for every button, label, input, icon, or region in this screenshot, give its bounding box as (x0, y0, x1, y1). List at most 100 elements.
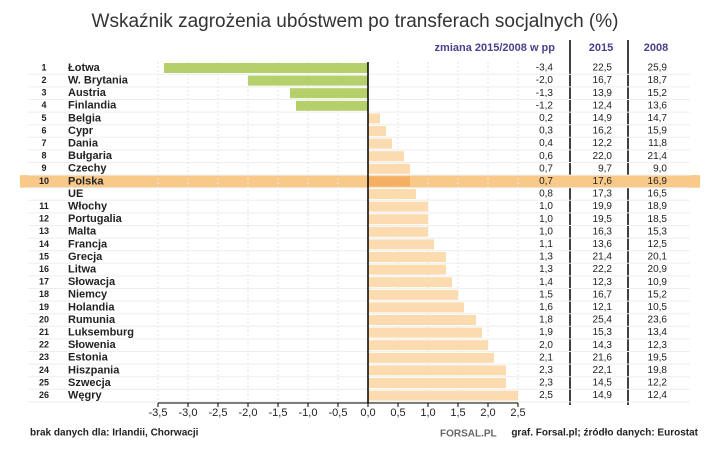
bar (368, 176, 410, 187)
cell-2008: 25,9 (648, 63, 668, 74)
x-tick-label: -0,5 (329, 407, 348, 419)
cell-2008: 10,5 (648, 302, 668, 313)
rank: 2 (41, 75, 46, 85)
country: Rumunia (68, 314, 116, 326)
country: Szwecja (68, 377, 112, 389)
cell-2008: 18,5 (648, 214, 668, 225)
rank: 19 (39, 302, 49, 312)
cell-2015: 12,2 (593, 138, 613, 149)
bar (368, 289, 458, 300)
x-tick-label: 0,0 (360, 407, 375, 419)
country: Hiszpania (68, 364, 120, 376)
value-label: 1,6 (539, 302, 553, 313)
cell-2008: 20,1 (648, 252, 668, 263)
value-label: 1,0 (539, 226, 553, 237)
value-label: 2,3 (539, 378, 553, 389)
cell-2015: 22,2 (593, 264, 613, 275)
cell-2015: 17,3 (593, 189, 613, 200)
rank: 11 (39, 201, 49, 211)
cell-2015: 12,1 (593, 302, 613, 313)
bar (290, 88, 368, 99)
cell-2008: 19,8 (648, 365, 668, 376)
country: UE (68, 188, 83, 200)
rank: 21 (39, 327, 49, 337)
value-label: 1,0 (539, 214, 553, 225)
cell-2008: 13,6 (648, 100, 668, 111)
col-header: 2008 (644, 42, 668, 54)
cell-2008: 18,9 (648, 201, 668, 212)
rank: 13 (39, 226, 49, 236)
rank: 6 (41, 125, 46, 135)
rank: 18 (39, 289, 49, 299)
value-label: 1,3 (539, 264, 553, 275)
cell-2015: 16,7 (593, 75, 613, 86)
bar (368, 214, 428, 225)
cell-2015: 13,9 (593, 88, 613, 99)
chart-title: Wskaźnik zagrożenia ubóstwem po transfer… (92, 11, 619, 32)
cell-2008: 15,2 (648, 88, 668, 99)
country: Włochy (68, 201, 108, 213)
rank: 7 (41, 138, 46, 148)
x-tick-label: -1,0 (299, 407, 318, 419)
bar (368, 189, 416, 199)
cell-2015: 21,6 (593, 352, 613, 363)
rank: 5 (41, 113, 46, 123)
rank: 12 (39, 214, 49, 224)
bar (368, 315, 476, 325)
country: Bułgaria (68, 150, 113, 162)
cell-2008: 16,9 (648, 176, 668, 187)
rank: 3 (41, 88, 46, 98)
bar (368, 277, 452, 288)
cell-2015: 16,7 (593, 289, 613, 300)
cell-2008: 14,7 (648, 113, 668, 124)
bar (368, 226, 428, 237)
cell-2015: 14,9 (593, 390, 613, 401)
rank: 9 (41, 163, 46, 173)
cell-2008: 23,6 (648, 315, 668, 326)
bar (368, 151, 404, 162)
cell-2008: 12,2 (648, 378, 668, 389)
country: Belgia (68, 112, 102, 124)
value-label: 1,9 (539, 327, 553, 338)
cell-2008: 12,3 (648, 340, 668, 351)
value-label: 0,8 (539, 189, 553, 200)
bar (368, 113, 380, 124)
cell-2015: 16,2 (593, 126, 613, 137)
rank: 1 (41, 62, 46, 72)
x-tick-label: 2,5 (510, 407, 525, 419)
bar (368, 378, 506, 388)
country: Austria (68, 87, 107, 99)
country: Litwa (68, 264, 97, 276)
bar (164, 63, 368, 73)
x-tick-label: -3,0 (179, 407, 198, 419)
bar (368, 138, 392, 149)
cell-2015: 19,5 (593, 214, 613, 225)
note: brak danych dla: Irlandii, Chorwacji (30, 428, 199, 439)
bar (368, 201, 428, 212)
cell-2015: 14,9 (593, 113, 613, 124)
value-label: 1,5 (539, 289, 553, 300)
cell-2015: 22,5 (593, 63, 613, 74)
cell-2015: 12,3 (593, 277, 613, 288)
value-label: 1,8 (539, 315, 553, 326)
rank: 23 (39, 352, 49, 362)
country: Grecja (68, 251, 103, 263)
bar (368, 352, 494, 363)
value-label: 1,3 (539, 252, 553, 263)
cell-2015: 15,3 (593, 327, 613, 338)
value-label: -2,0 (536, 75, 554, 86)
cell-2015: 14,3 (593, 340, 613, 351)
country: Portugalia (68, 213, 123, 225)
value-label: 2,3 (539, 365, 553, 376)
rank: 20 (39, 314, 49, 324)
country: Francja (68, 238, 108, 250)
cell-2015: 22,0 (593, 151, 613, 162)
bar (368, 340, 488, 351)
value-label: 2,5 (539, 390, 553, 401)
cell-2008: 13,4 (648, 327, 668, 338)
country: Łotwa (68, 62, 101, 74)
rank: 24 (39, 365, 49, 375)
country: Estonia (68, 352, 109, 364)
value-label: 2,1 (539, 352, 553, 363)
value-label: 2,0 (539, 340, 553, 351)
